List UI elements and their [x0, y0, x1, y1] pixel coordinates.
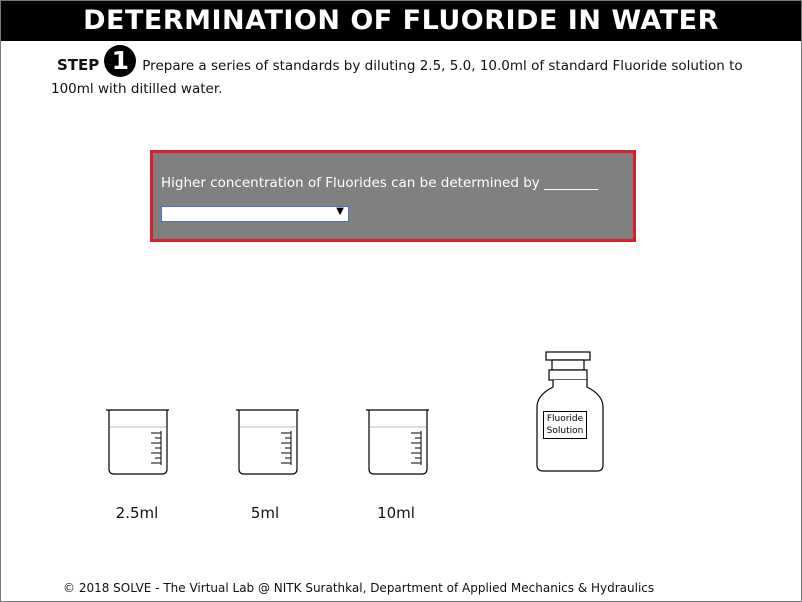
beaker-2-5ml[interactable]	[105, 407, 171, 477]
question-panel: Higher concentration of Fluorides can be…	[150, 150, 636, 242]
beaker-label-2-5ml: 2.5ml	[115, 504, 159, 522]
page-title: DETERMINATION OF FLUORIDE IN WATER	[1, 1, 801, 41]
step-label: STEP	[57, 56, 100, 74]
chevron-down-icon: ▼	[336, 206, 344, 217]
step-text: Prepare a series of standards by dilutin…	[51, 58, 743, 97]
beaker-10ml[interactable]	[365, 407, 431, 477]
bottle-label-line2: Solution	[546, 426, 584, 436]
bottle-label-line1: Fluoride	[546, 414, 584, 424]
beaker-label-10ml: 10ml	[377, 504, 415, 522]
fluoride-solution-bottle[interactable]: Fluoride Solution	[531, 349, 607, 475]
question-text: Higher concentration of Fluorides can be…	[161, 175, 599, 191]
beaker-label-5ml: 5ml	[250, 504, 280, 522]
step-instruction: STEP 1 Prepare a series of standards by di…	[51, 45, 789, 99]
step-number-badge: 1	[104, 45, 137, 77]
beaker-5ml[interactable]	[235, 407, 301, 477]
answer-dropdown[interactable]: ▼	[161, 206, 349, 222]
bottle-label: Fluoride Solution	[543, 411, 587, 439]
footer-copyright: © 2018 SOLVE - The Virtual Lab @ NITK Su…	[63, 581, 655, 595]
